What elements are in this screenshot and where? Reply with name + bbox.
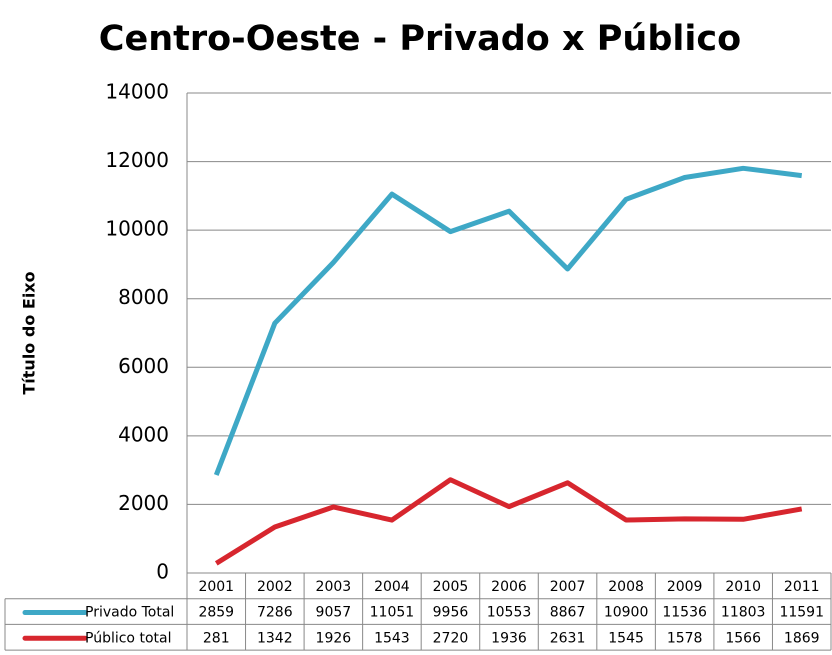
- x-tick-label: 2011: [784, 579, 820, 595]
- table-value: 11803: [721, 605, 766, 621]
- table-value: 11591: [779, 605, 824, 621]
- table-value: 2720: [433, 630, 469, 646]
- x-tick-label: 2007: [550, 579, 586, 595]
- x-tick-label: 2004: [374, 579, 410, 595]
- table-value: 281: [203, 630, 230, 646]
- table-value: 1869: [784, 630, 820, 646]
- table-value: 1342: [257, 630, 293, 646]
- table-value: 2631: [550, 630, 586, 646]
- table-value: 2859: [198, 605, 234, 621]
- table-value: 1936: [491, 630, 527, 646]
- x-tick-label: 2002: [257, 579, 293, 595]
- x-tick-label: 2003: [316, 579, 352, 595]
- x-tick-label: 2009: [667, 579, 703, 595]
- x-tick-label: 2001: [198, 579, 234, 595]
- x-tick-label: 2006: [491, 579, 527, 595]
- table-value: 1566: [725, 630, 761, 646]
- y-tick-label: 12000: [105, 148, 169, 172]
- y-tick-label: 2000: [118, 491, 169, 515]
- table-value: 9956: [433, 605, 469, 621]
- x-tick-label: 2010: [725, 579, 761, 595]
- x-tick-label: 2008: [608, 579, 644, 595]
- legend-label: Privado Total: [85, 605, 174, 621]
- y-tick-label: 6000: [118, 354, 169, 378]
- y-tick-label: 0: [156, 560, 169, 584]
- y-tick-label: 10000: [105, 217, 169, 241]
- table-value: 10900: [604, 605, 649, 621]
- table-value: 11536: [662, 605, 707, 621]
- line-series: [213, 165, 803, 476]
- x-tick-label: 2005: [433, 579, 469, 595]
- table-value: 11051: [370, 605, 415, 621]
- table-value: 10553: [487, 605, 532, 621]
- table-value: 1926: [316, 630, 352, 646]
- legend-label: Público total: [85, 630, 171, 646]
- chart-title: Centro-Oeste - Privado x Público: [99, 19, 741, 59]
- table-value: 9057: [316, 605, 352, 621]
- table-value: 1578: [667, 630, 703, 646]
- y-tick-label: 8000: [118, 285, 169, 309]
- y-tick-label: 14000: [105, 80, 169, 104]
- y-tick-label: 4000: [118, 422, 169, 446]
- line-series: [214, 477, 803, 566]
- table-value: 1543: [374, 630, 410, 646]
- table-value: 8867: [550, 605, 586, 621]
- table-value: 7286: [257, 605, 293, 621]
- table-value: 1545: [608, 630, 644, 646]
- y-axis-title: Título do Eixo: [20, 271, 39, 394]
